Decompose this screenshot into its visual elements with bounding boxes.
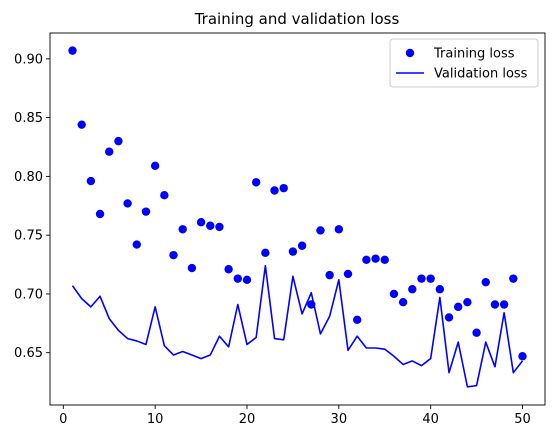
training-loss-point — [95, 209, 105, 219]
training-loss-point — [389, 289, 399, 299]
training-loss-point — [417, 274, 426, 283]
training-loss-point — [114, 136, 123, 146]
training-loss-point — [371, 254, 380, 263]
x-tick-label: 50 — [514, 412, 531, 427]
x-tick-label: 20 — [239, 412, 256, 427]
training-loss-point — [251, 178, 261, 187]
axes: 0 10 20 30 40 50 0.65 0.70 0.75 0.80 0.85 0.90 — [14, 32, 546, 427]
training-loss-point — [196, 218, 206, 227]
training-loss-point — [499, 300, 509, 309]
training-loss-point — [334, 225, 344, 234]
training-loss-point — [187, 263, 197, 273]
training-loss-point — [224, 265, 233, 274]
plot-area — [68, 46, 527, 388]
training-loss-point — [490, 300, 500, 309]
training-loss-point — [518, 352, 527, 361]
training-loss-point — [160, 191, 169, 200]
training-loss-point — [380, 255, 389, 265]
training-loss-point — [105, 147, 114, 156]
training-loss-point — [307, 300, 316, 309]
training-loss-point — [150, 161, 160, 171]
y-tick-label: 0.65 — [14, 346, 43, 361]
training-loss-point — [206, 221, 215, 230]
training-loss-point — [123, 199, 132, 208]
y-tick-label: 0.70 — [14, 287, 43, 302]
legend-validation-label: Validation loss — [434, 67, 528, 82]
x-tick-label: 30 — [331, 412, 348, 427]
training-loss-point — [481, 277, 490, 287]
training-loss-point — [86, 176, 96, 186]
training-loss-point — [398, 297, 408, 307]
training-loss-point — [408, 285, 417, 294]
x-tick-label: 40 — [422, 412, 439, 427]
axes-frame — [49, 32, 546, 406]
x-tick-label: 0 — [59, 412, 67, 427]
chart-title: Training and validation loss — [194, 10, 400, 28]
training-loss-point — [169, 250, 178, 260]
training-loss-point — [261, 248, 270, 257]
training-loss-point — [509, 274, 518, 283]
training-loss-point — [316, 226, 325, 235]
training-loss-point — [77, 120, 86, 129]
training-loss-point — [215, 222, 224, 232]
y-tick-label: 0.80 — [14, 170, 43, 185]
training-loss-point — [362, 255, 371, 265]
legend: Training loss Validation loss — [389, 38, 539, 88]
training-loss-point — [242, 275, 252, 285]
training-loss-point — [288, 247, 298, 256]
training-loss-point — [444, 313, 454, 322]
training-loss-point — [68, 46, 77, 55]
training-loss-point — [352, 315, 362, 324]
y-tick-label: 0.85 — [14, 111, 43, 126]
training-loss-point — [472, 328, 481, 337]
y-tick-label: 0.90 — [14, 52, 43, 67]
training-loss-point — [141, 207, 151, 216]
training-loss-point — [325, 270, 334, 280]
training-loss-point — [132, 240, 141, 249]
training-loss-point — [426, 274, 435, 283]
training-loss-point — [454, 302, 463, 312]
training-loss-point — [343, 269, 353, 279]
training-loss-point — [463, 297, 472, 307]
training-loss-point — [178, 225, 187, 234]
training-loss-point — [435, 285, 445, 294]
legend-box — [389, 38, 539, 88]
y-tick-label: 0.75 — [14, 229, 43, 244]
validation-loss-line — [71, 264, 524, 388]
training-loss-point — [297, 241, 307, 250]
training-loss-point — [270, 186, 279, 195]
training-loss-point — [279, 183, 288, 193]
legend-training-label: Training loss — [433, 47, 515, 62]
training-loss-point — [233, 274, 243, 283]
x-tick-label: 10 — [147, 412, 164, 427]
legend-training-marker — [405, 48, 415, 58]
